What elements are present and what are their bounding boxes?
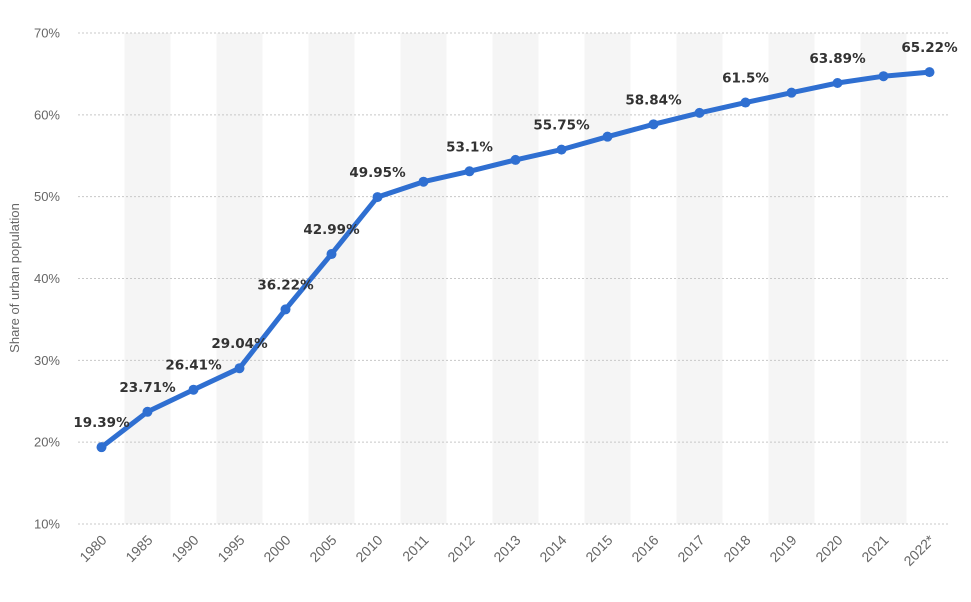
- data-point: [556, 144, 567, 155]
- y-tick-label: 30%: [34, 353, 60, 368]
- x-tick-label: 2018: [720, 532, 753, 565]
- y-tick-label: 20%: [34, 435, 60, 450]
- data-point: [878, 71, 889, 82]
- y-axis-ticks: 10% 20% 30% 40% 50% 60% 70%: [34, 26, 60, 532]
- x-tick-label: 2021: [858, 532, 891, 565]
- data-label: 65.22%: [901, 40, 958, 56]
- data-label: 63.89%: [809, 51, 866, 67]
- data-point: [326, 249, 337, 260]
- x-tick-label: 1995: [214, 532, 247, 565]
- x-tick-label: 2019: [766, 532, 799, 565]
- x-tick-label: 2012: [444, 532, 477, 565]
- data-label: 61.5%: [722, 71, 769, 87]
- x-tick-label: 1990: [168, 532, 201, 565]
- x-tick-label: 2017: [674, 532, 707, 565]
- data-point: [418, 176, 429, 187]
- data-label: 55.75%: [533, 118, 590, 134]
- x-tick-label: 2015: [582, 532, 615, 565]
- gridlines: [78, 32, 950, 525]
- y-tick-label: 60%: [34, 107, 60, 122]
- x-tick-label: 2014: [536, 532, 569, 565]
- data-point: [740, 97, 751, 108]
- x-tick-label: 1985: [122, 532, 155, 565]
- data-point: [188, 384, 199, 395]
- x-tick-label: 2020: [812, 532, 845, 565]
- x-tick-label: 1980: [76, 532, 109, 565]
- data-point: [464, 166, 475, 177]
- x-axis-ticks: 1980 1985 1990 1995 2000 2005 2010 2011 2012 2013…: [76, 531, 938, 569]
- data-point: [786, 87, 797, 98]
- data-label: 58.84%: [625, 92, 682, 108]
- x-tick-label: 2016: [628, 532, 661, 565]
- data-point: [602, 131, 613, 142]
- y-tick-label: 40%: [34, 271, 60, 286]
- data-point: [832, 78, 843, 89]
- data-point: [924, 67, 935, 78]
- y-tick-label: 10%: [34, 517, 60, 532]
- data-label: 42.99%: [303, 222, 360, 238]
- data-label: 53.1%: [446, 139, 493, 155]
- y-tick-label: 50%: [34, 189, 60, 204]
- data-points: [96, 67, 935, 453]
- data-point: [280, 304, 291, 315]
- data-point: [510, 154, 521, 165]
- data-label: 23.71%: [119, 380, 176, 396]
- data-label: 19.39%: [73, 415, 130, 431]
- data-point: [234, 363, 245, 374]
- data-label: 49.95%: [349, 165, 406, 181]
- x-tick-label: 2005: [306, 532, 339, 565]
- y-tick-label: 70%: [34, 26, 60, 41]
- y-axis-label: Share of urban population: [7, 203, 22, 353]
- data-point: [142, 406, 153, 417]
- data-point: [372, 192, 383, 203]
- data-label: 26.41%: [165, 358, 222, 374]
- x-tick-label: 2013: [490, 532, 523, 565]
- x-tick-label: 2022*: [900, 531, 938, 569]
- data-labels: 19.39% 23.71% 26.41% 29.04% 36.22% 42.99% 49.9…: [73, 40, 958, 431]
- x-tick-label: 2011: [399, 532, 432, 565]
- data-label: 36.22%: [257, 277, 314, 293]
- x-tick-label: 2010: [352, 532, 385, 565]
- data-label: 29.04%: [211, 336, 268, 352]
- data-point: [648, 119, 659, 130]
- data-point: [694, 107, 705, 118]
- data-point: [96, 442, 107, 453]
- x-tick-label: 2000: [260, 532, 293, 565]
